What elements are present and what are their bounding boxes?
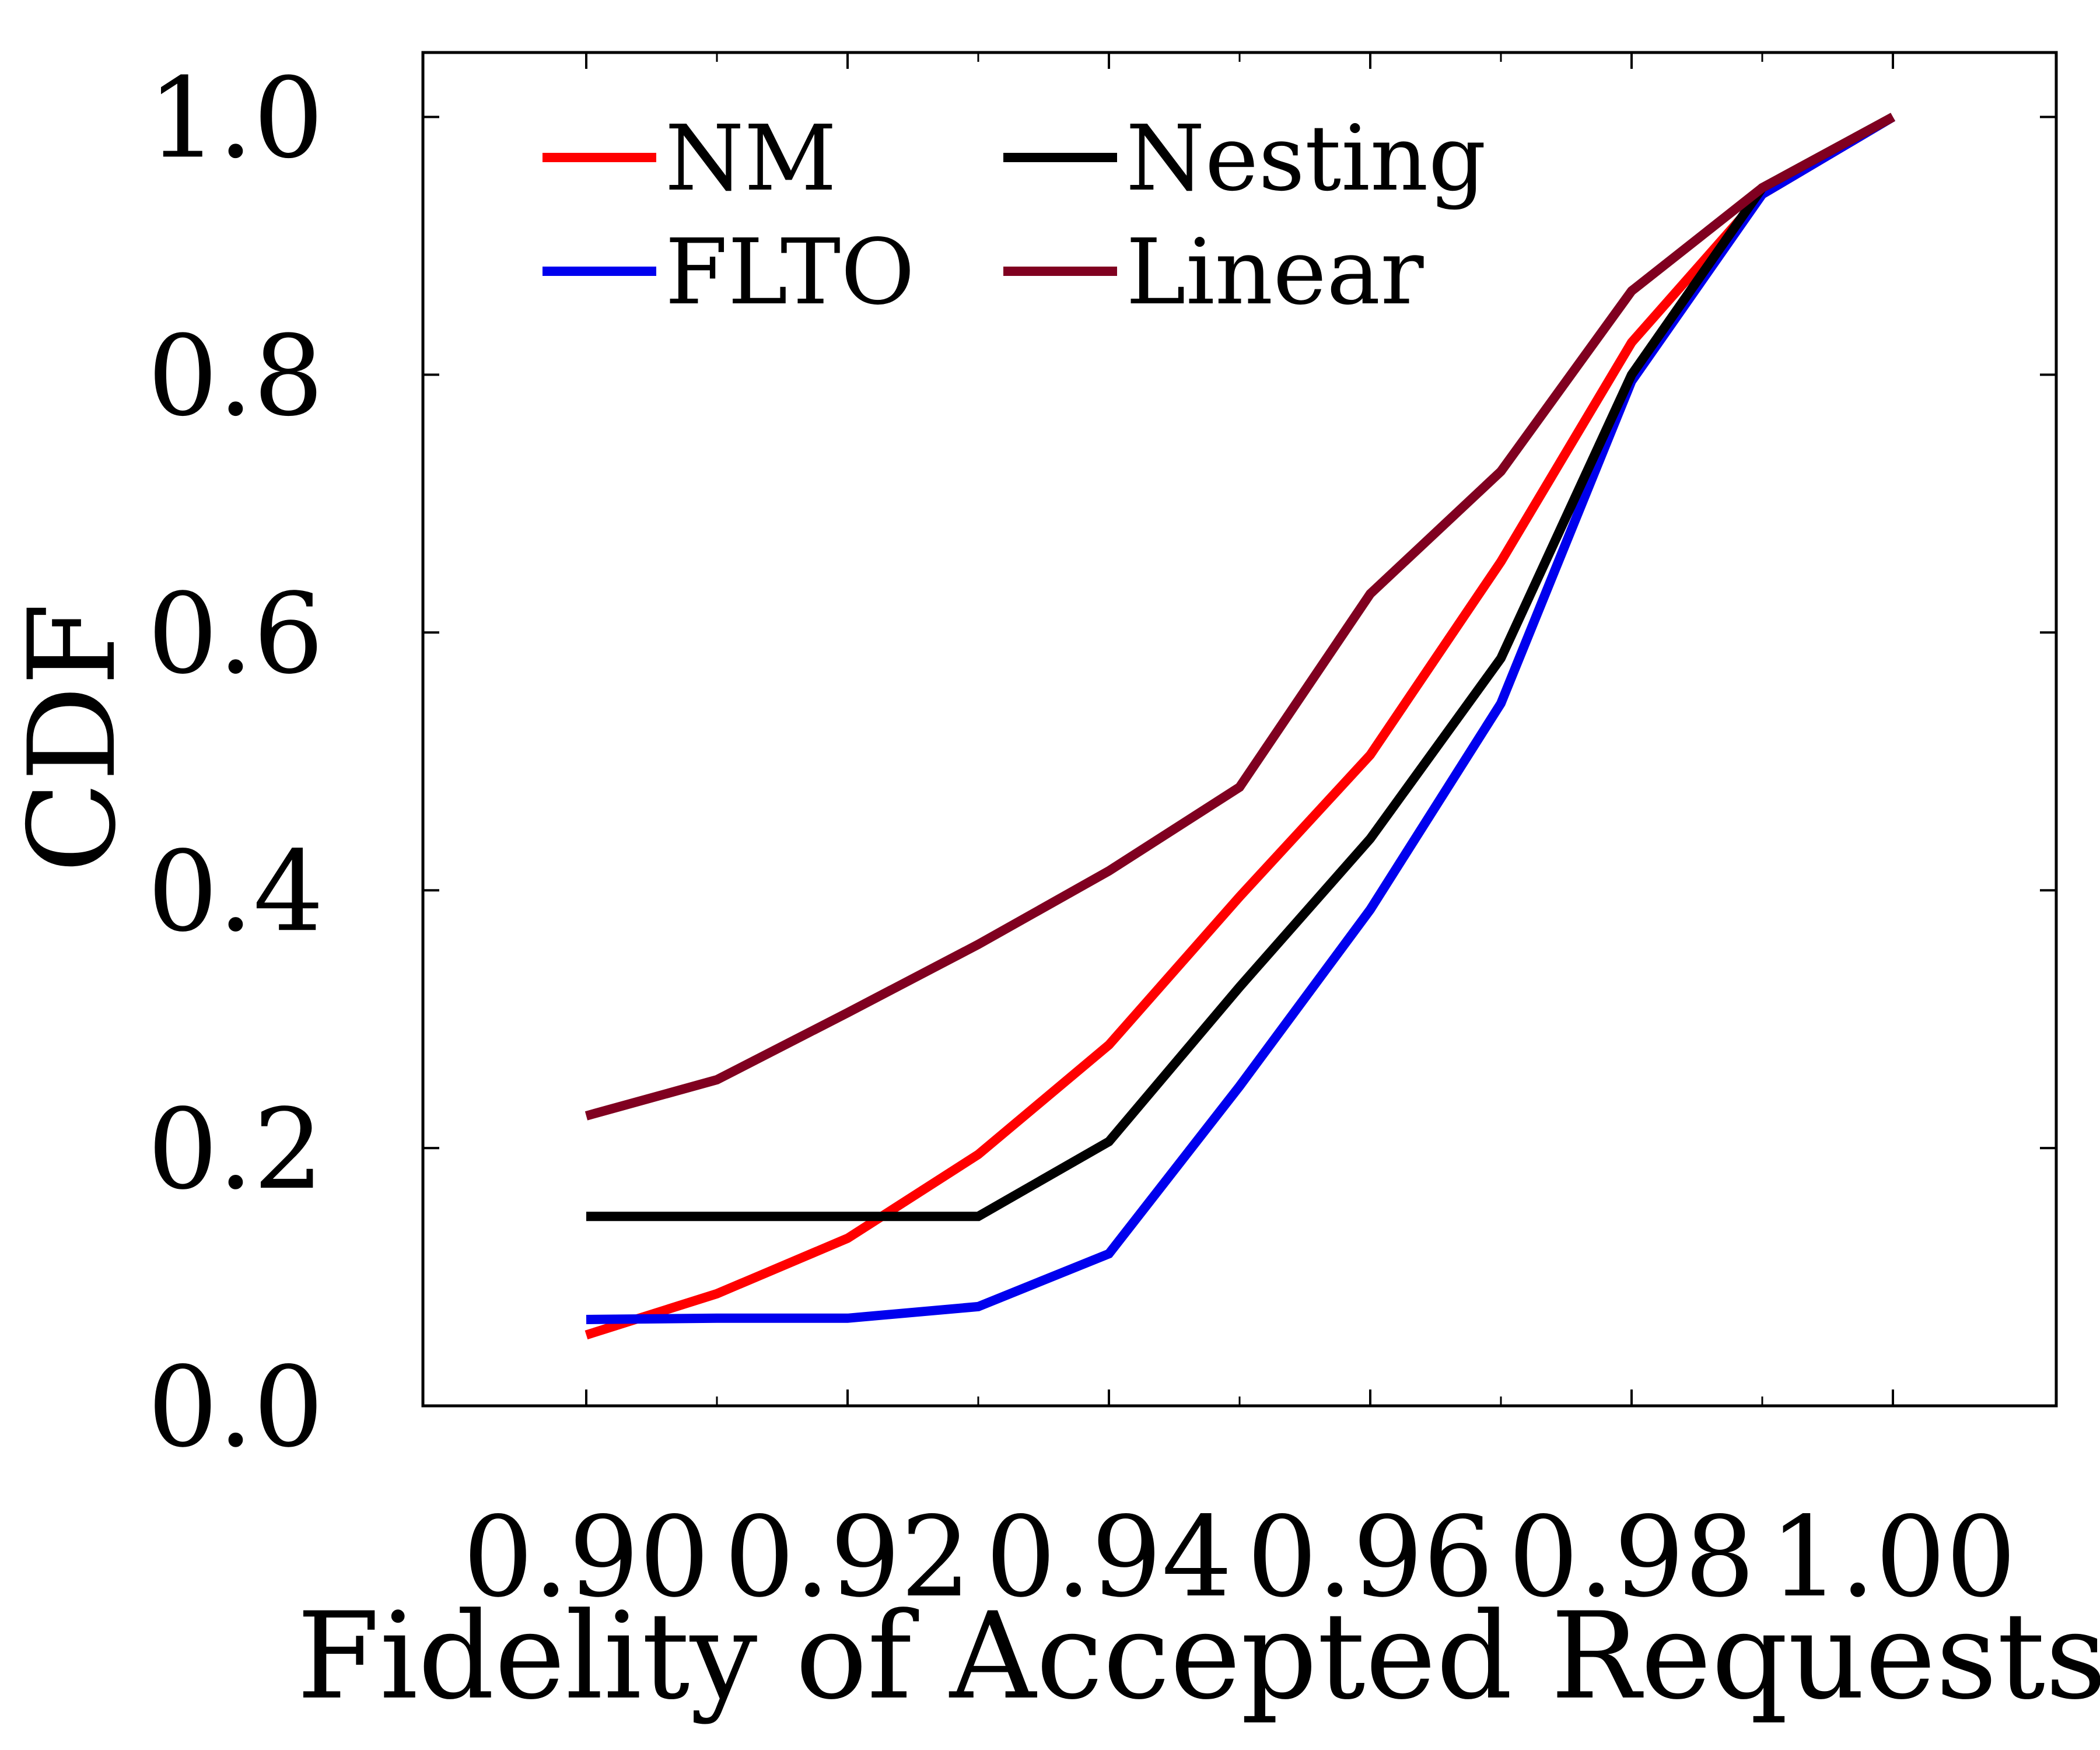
y-tick-label: 0.2 (148, 1085, 324, 1214)
y-tick-label: 0.0 (148, 1343, 324, 1472)
legend-label-linear: Linear (1126, 219, 1424, 325)
x-tick-label: 0.96 (1247, 1493, 1493, 1622)
x-tick-label: 0.90 (463, 1493, 709, 1622)
legend-label-flto: FLTO (665, 219, 915, 325)
legend-label-nesting: Nesting (1126, 106, 1486, 211)
tick-label-layer: 0.90 0.92 0.94 0.96 0.98 1.00 0.0 0.2 0.4 0.6 0.8 1… (148, 54, 2017, 1622)
series-layer (584, 113, 1896, 1340)
y-tick-label: 1.0 (148, 54, 324, 183)
y-tick-label: 0.8 (148, 312, 324, 440)
y-axis-label: CDF (4, 603, 142, 873)
x-tick-label: 0.98 (1508, 1493, 1755, 1622)
y-tick-label: 0.4 (148, 827, 324, 956)
x-tick-label: 0.94 (985, 1493, 1232, 1622)
y-tick-label: 0.6 (148, 569, 324, 698)
series-line-nesting (586, 113, 1895, 1222)
tick-layer (423, 52, 2056, 1407)
series-line-linear (584, 113, 1895, 1121)
series-line-nm (584, 113, 1896, 1340)
legend-label-nm: NM (665, 106, 836, 211)
x-tick-label: 1.00 (1769, 1493, 2016, 1622)
x-tick-label: 0.92 (724, 1493, 971, 1622)
x-axis-label: Fidelity of Accepted Requests (297, 1587, 2100, 1726)
